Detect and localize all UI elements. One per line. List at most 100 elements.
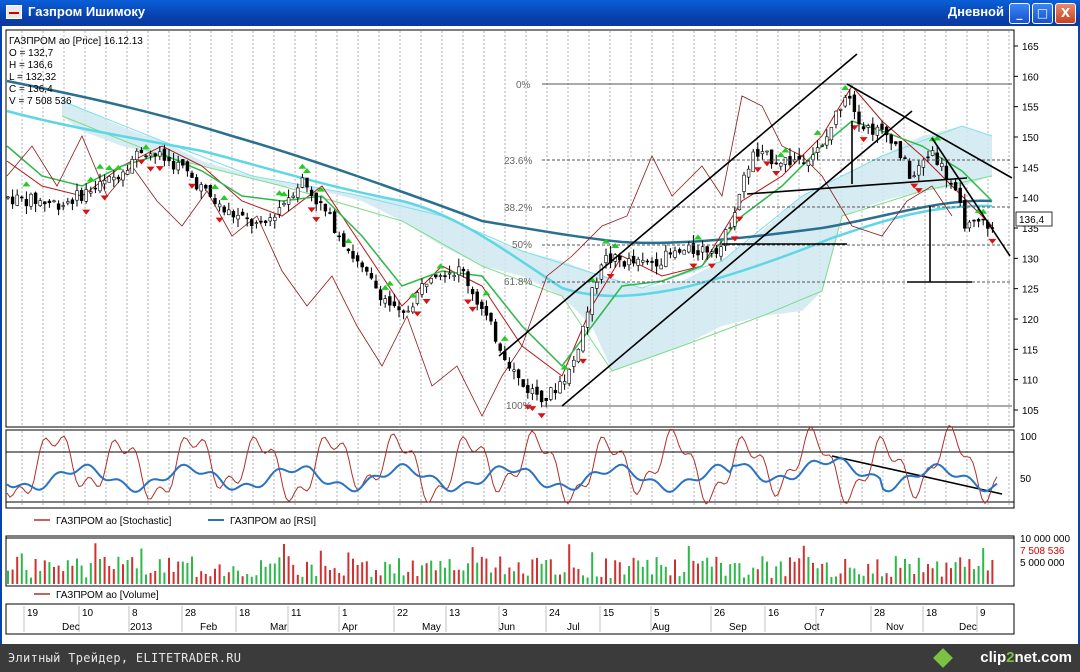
minimize-button[interactable]: _: [1009, 3, 1030, 24]
candle-body: [544, 398, 548, 401]
volume-bar: [844, 558, 847, 584]
candle-body: [98, 181, 102, 192]
rsi-trendline: [831, 455, 1003, 495]
volume-bar: [568, 544, 571, 584]
long-ma-line: [6, 79, 993, 245]
volume-bar: [595, 576, 598, 584]
volume-bar: [444, 567, 446, 584]
volume-bar: [853, 568, 856, 584]
time-day-label: 15: [603, 608, 615, 619]
up-arrow-icon: [22, 181, 31, 187]
close-button[interactable]: X: [1055, 3, 1076, 24]
status-bar: Элитный Трейдер, ELITETRADER.RU clip2net…: [0, 644, 1080, 672]
info-high: H = 136,6: [9, 60, 53, 71]
fib-label-50: 50%: [512, 240, 532, 251]
volume-bar: [379, 575, 382, 584]
volume-bar: [660, 564, 663, 584]
candle-body: [130, 159, 134, 174]
volume-bar: [517, 562, 520, 584]
candle-body: [484, 305, 489, 316]
title-bar: Газпром Ишимоку Дневной _ □ X: [0, 0, 1080, 26]
chart-area[interactable]: 0% 23.6% 38.2% 50% 61.8% 100% ГАЗПРОМ ао…: [0, 26, 1080, 644]
candle-body: [378, 289, 383, 301]
volume-bar: [807, 557, 810, 584]
candle-body: [797, 155, 801, 160]
volume-bar: [816, 568, 819, 584]
volume-bar: [85, 577, 88, 584]
downtrend-upper: [846, 83, 1013, 179]
candle-body: [135, 150, 139, 160]
down-arrow-icon: [910, 183, 919, 189]
volume-bar: [421, 565, 423, 584]
volume-bar: [255, 575, 258, 584]
volume-bar: [117, 556, 120, 584]
volume-bar: [922, 572, 925, 584]
volume-bar: [191, 556, 193, 584]
candle-body: [61, 205, 65, 207]
senkou-span-b: [61, 115, 993, 372]
volume-bar: [66, 560, 69, 584]
candle-body: [981, 218, 985, 221]
candle-body: [631, 255, 636, 264]
tenkan-line: [6, 85, 993, 377]
candle-body: [470, 288, 475, 295]
volume-bar: [352, 558, 354, 584]
volume-bar: [848, 567, 851, 584]
candle-body: [369, 273, 374, 279]
volume-bar: [7, 570, 9, 584]
volume-bar: [609, 577, 612, 584]
up-arrow-icon: [105, 164, 114, 170]
volume-bar: [715, 556, 718, 584]
volume-bar: [885, 573, 888, 584]
volume-bar: [467, 563, 469, 584]
candle-body: [585, 311, 590, 328]
candle-body: [774, 162, 778, 165]
candle-body: [466, 271, 470, 286]
candle-body: [89, 191, 93, 194]
volume-bar: [931, 568, 934, 584]
volume-bar: [471, 547, 474, 584]
volume-bar: [812, 562, 814, 584]
volume-bar: [600, 576, 603, 584]
candlestick-series: [6, 89, 995, 408]
volume-bar: [513, 571, 515, 584]
up-arrow-icon: [316, 186, 325, 192]
candle-body: [171, 160, 176, 170]
up-arrow-icon: [96, 163, 104, 169]
candle-body: [857, 111, 861, 125]
kijun-line: [6, 120, 993, 368]
fibonacci-labels: 0% 23.6% 38.2% 50% 61.8% 100%: [504, 80, 532, 412]
volume-bar: [195, 576, 198, 584]
down-arrow-icon: [82, 209, 91, 215]
credit-text: Элитный Трейдер, ELITETRADER.RU: [8, 651, 242, 665]
candle-body: [190, 172, 194, 178]
maximize-button[interactable]: □: [1032, 3, 1053, 24]
volume-bar: [927, 564, 929, 584]
volume-bar: [779, 561, 782, 584]
candle-body: [742, 174, 746, 192]
candle-body: [949, 182, 953, 185]
volume-bar: [89, 563, 92, 584]
volume-bar: [701, 560, 704, 584]
period-label[interactable]: Дневной: [947, 4, 1004, 19]
candle-body: [346, 248, 351, 252]
up-arrow-icon: [611, 243, 620, 249]
volume-bar: [977, 565, 980, 584]
volume-bar: [586, 577, 589, 584]
candle-body: [148, 153, 153, 157]
stoch-legend-label: ГАЗПРОМ ао [Stochastic]: [56, 516, 172, 527]
up-arrow-icon: [602, 238, 610, 244]
candle-body: [268, 217, 272, 222]
time-month-label: Jul: [567, 622, 580, 633]
up-arrow-icon: [408, 292, 417, 298]
volume-tick-5m: 5 000 000: [1020, 558, 1065, 569]
candle-body: [871, 123, 875, 135]
volume-bar: [522, 573, 525, 584]
clip2net-logo[interactable]: clip2net.com: [980, 649, 1072, 666]
volume-bar: [559, 574, 561, 584]
volume-bar: [577, 568, 580, 584]
volume-bar: [347, 552, 350, 584]
down-arrow-icon: [137, 159, 146, 165]
up-arrow-icon: [841, 84, 850, 90]
volume-bar: [793, 561, 796, 584]
